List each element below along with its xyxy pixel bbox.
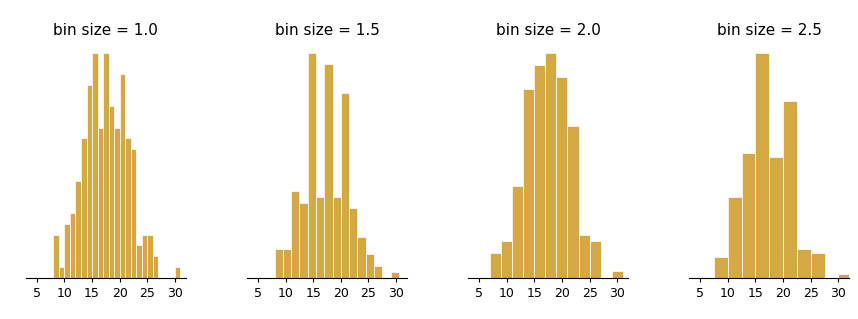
Bar (283, 249, 291, 278)
Bar (148, 235, 153, 278)
Bar (92, 53, 98, 278)
Bar (341, 93, 349, 278)
Bar (567, 126, 578, 278)
Bar (756, 53, 770, 278)
Bar (714, 257, 728, 278)
Bar (64, 224, 70, 278)
Bar (783, 101, 797, 278)
Bar (299, 203, 308, 278)
Bar (333, 197, 341, 278)
Bar (811, 253, 825, 278)
Bar (53, 235, 59, 278)
Bar (316, 197, 324, 278)
Bar (109, 106, 114, 278)
Bar (589, 241, 601, 278)
Bar (324, 64, 333, 278)
Bar (557, 77, 567, 278)
Title: bin size = 2.0: bin size = 2.0 (496, 23, 601, 38)
Bar (59, 267, 64, 278)
Bar (349, 208, 358, 278)
Bar (291, 191, 299, 278)
Bar (366, 255, 374, 278)
Bar (142, 235, 148, 278)
Bar (501, 241, 512, 278)
Title: bin size = 1.5: bin size = 1.5 (275, 23, 379, 38)
Bar (838, 273, 852, 278)
Bar (87, 85, 92, 278)
Bar (612, 271, 623, 278)
Bar (374, 266, 383, 278)
Bar (523, 89, 535, 278)
Bar (797, 249, 811, 278)
Bar (512, 186, 523, 278)
Bar (308, 53, 316, 278)
Bar (119, 74, 125, 278)
Bar (490, 253, 501, 278)
Bar (76, 181, 81, 278)
Bar (125, 138, 130, 278)
Bar (275, 249, 283, 278)
Bar (81, 138, 87, 278)
Bar (390, 272, 399, 278)
Bar (70, 213, 76, 278)
Bar (103, 53, 109, 278)
Bar (358, 237, 366, 278)
Bar (130, 149, 136, 278)
Bar (770, 157, 783, 278)
Bar (535, 65, 546, 278)
Bar (728, 197, 741, 278)
Title: bin size = 2.5: bin size = 2.5 (716, 23, 822, 38)
Bar (136, 245, 142, 278)
Title: bin size = 1.0: bin size = 1.0 (53, 23, 159, 38)
Bar (98, 128, 103, 278)
Bar (114, 128, 119, 278)
Bar (153, 256, 159, 278)
Bar (546, 53, 557, 278)
Bar (578, 235, 589, 278)
Bar (175, 267, 180, 278)
Bar (741, 153, 756, 278)
